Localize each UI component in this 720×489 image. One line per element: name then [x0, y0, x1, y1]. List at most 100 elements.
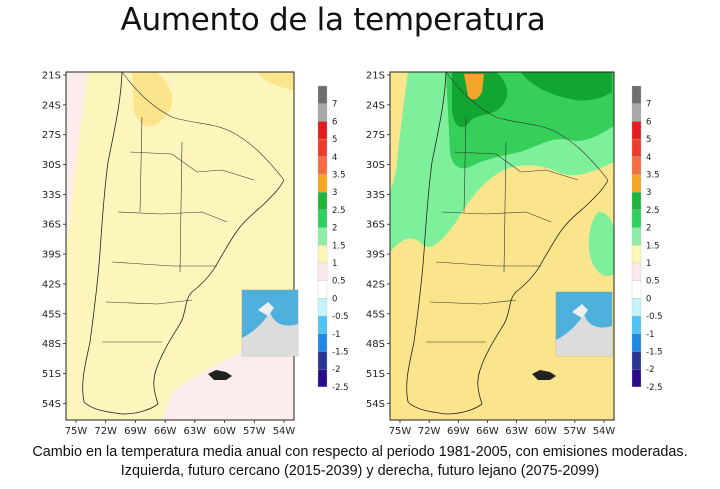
region-25-3-ne	[520, 72, 612, 101]
colorbar-swatch	[317, 315, 328, 334]
colorbar-label: -1	[332, 330, 340, 340]
lat-tick-label: 36S	[42, 220, 61, 231]
colorbar-swatch	[317, 103, 328, 122]
colorbar-label: -1.5	[332, 348, 349, 358]
colorbar-label: 6	[646, 117, 651, 127]
region-25-3	[452, 72, 508, 128]
colorbar-swatch	[631, 298, 642, 317]
lon-ticks-far: 75W 72W 69W 66W 63W 60W 57W 54W	[389, 420, 616, 437]
colorbar-label: 2.5	[332, 206, 346, 216]
lat-tick-label: 27S	[42, 130, 61, 141]
lon-tick-label: 57W	[564, 426, 587, 437]
colorbar-label: 1.5	[646, 241, 660, 251]
coastline-near	[82, 71, 285, 415]
lat-tick-label: 54S	[366, 399, 385, 410]
colorbar-label: 6	[332, 117, 337, 127]
colorbar-label: 0.5	[646, 277, 660, 287]
lat-tick-label: 51S	[366, 369, 385, 380]
map-near-future: 7 6 5 4 3.5 3 2.5 2 1.5 1 0.5 0 -0.5 -1 -1.5 -2 -2.5 21S…	[22, 62, 362, 442]
lat-tick-label: 39S	[42, 250, 61, 261]
colorbar-label: 7	[332, 100, 337, 110]
colorbar-swatch	[631, 209, 642, 228]
plot-area-near	[65, 71, 295, 421]
colorbar-label: 0	[332, 294, 337, 304]
lon-tick-label: 57W	[243, 426, 266, 437]
colorbar-near: 7 6 5 4 3.5 3 2.5 2 1.5 1 0.5 0 -0.5 -1 -1.5 -2 -2.5	[317, 85, 349, 393]
colorbar-swatch	[631, 192, 642, 211]
colorbar-label: 0.5	[332, 277, 346, 287]
lat-tick-label: 42S	[366, 279, 385, 290]
colorbar-label: 3	[646, 188, 651, 198]
borders-near	[102, 71, 285, 343]
lon-tick-label: 69W	[124, 426, 147, 437]
antarctica-inset-far	[555, 291, 613, 357]
lat-tick-label: 54S	[42, 399, 61, 410]
caption-line-2: Izquierda, futuro cercano (2015-2039) y …	[120, 463, 600, 479]
colorbar-swatch	[317, 174, 328, 193]
colorbar-swatch	[631, 174, 642, 193]
lon-tick-label: 72W	[94, 426, 117, 437]
borders-far	[426, 71, 609, 343]
lon-ticks-near: 75W 72W 69W 66W 63W 60W 57W 54W	[65, 420, 296, 437]
colorbar-swatch	[631, 315, 642, 334]
colorbar-swatch	[317, 138, 328, 157]
colorbar-swatch	[317, 85, 328, 104]
lat-ticks-far: 21S 24S 27S 30S 33S 36S 39S 42S 45S 48S 51S 54S	[366, 71, 390, 410]
lon-tick-label: 75W	[65, 426, 88, 437]
colorbar-swatch	[631, 85, 642, 104]
lat-tick-label: 48S	[366, 339, 385, 350]
colorbar-label: 1	[646, 259, 651, 269]
coastline-far	[406, 71, 609, 415]
lat-tick-label: 33S	[366, 190, 385, 201]
lat-tick-label: 45S	[366, 309, 385, 320]
lon-tick-label: 66W	[476, 426, 499, 437]
colorbar-swatch	[317, 280, 328, 299]
lat-tick-label: 30S	[42, 160, 61, 171]
colorbar-swatch	[317, 209, 328, 228]
region-3-35	[464, 74, 484, 100]
lon-tick-label: 54W	[273, 426, 296, 437]
lon-tick-label: 72W	[418, 426, 441, 437]
lat-ticks-near: 21S 24S 27S 30S 33S 36S 39S 42S 45S 48S 51S 54S	[42, 71, 66, 410]
lat-tick-label: 33S	[42, 190, 61, 201]
colorbar-swatch	[317, 351, 328, 370]
colorbar-label: 2	[332, 224, 337, 234]
lat-tick-label: 51S	[42, 369, 61, 380]
colorbar-swatch	[631, 280, 642, 299]
lon-tick-label: 60W	[534, 426, 557, 437]
colorbar-swatch	[631, 227, 642, 246]
colorbar-swatch	[631, 121, 642, 140]
colorbar-label: 3.5	[646, 171, 660, 181]
colorbar-swatch	[317, 369, 328, 388]
page-title: Aumento de la temperatura	[120, 2, 546, 38]
colorbar-label: 1	[332, 259, 337, 269]
lon-tick-label: 66W	[154, 426, 177, 437]
colorbar-swatch	[631, 333, 642, 352]
colorbar-swatch	[317, 156, 328, 175]
colorbar-label: 2	[646, 224, 651, 234]
colorbar-label: -2	[332, 365, 340, 375]
colorbar-swatch	[631, 245, 642, 264]
colorbar-swatch	[317, 262, 328, 281]
lat-tick-label: 21S	[42, 71, 61, 82]
colorbar-swatch	[317, 227, 328, 246]
colorbar-swatch	[631, 103, 642, 122]
colorbar-swatch	[631, 369, 642, 388]
colorbar-label: 1.5	[332, 241, 346, 251]
region-1-15-ne	[257, 72, 294, 90]
colorbar-label: -1	[646, 330, 654, 340]
caption-line-1: Cambio en la temperatura media anual con…	[32, 444, 688, 460]
colorbar-label: -2.5	[332, 383, 349, 393]
colorbar-swatch	[317, 298, 328, 317]
colorbar-swatch	[317, 245, 328, 264]
lat-tick-label: 42S	[42, 279, 61, 290]
colorbar-swatch	[631, 351, 642, 370]
map-far-future: 7 6 5 4 3.5 3 2.5 2 1.5 1 0.5 0 -0.5 -1 -1.5 -2 -2.5 21S…	[360, 62, 720, 442]
colorbar-label: 3	[332, 188, 337, 198]
figure-caption: Cambio en la temperatura media anual con…	[0, 443, 720, 481]
lat-tick-label: 27S	[366, 130, 385, 141]
lon-tick-label: 63W	[505, 426, 528, 437]
lon-tick-label: 54W	[593, 426, 616, 437]
region-0-05-north-coast	[66, 72, 88, 242]
lon-tick-label: 69W	[447, 426, 470, 437]
